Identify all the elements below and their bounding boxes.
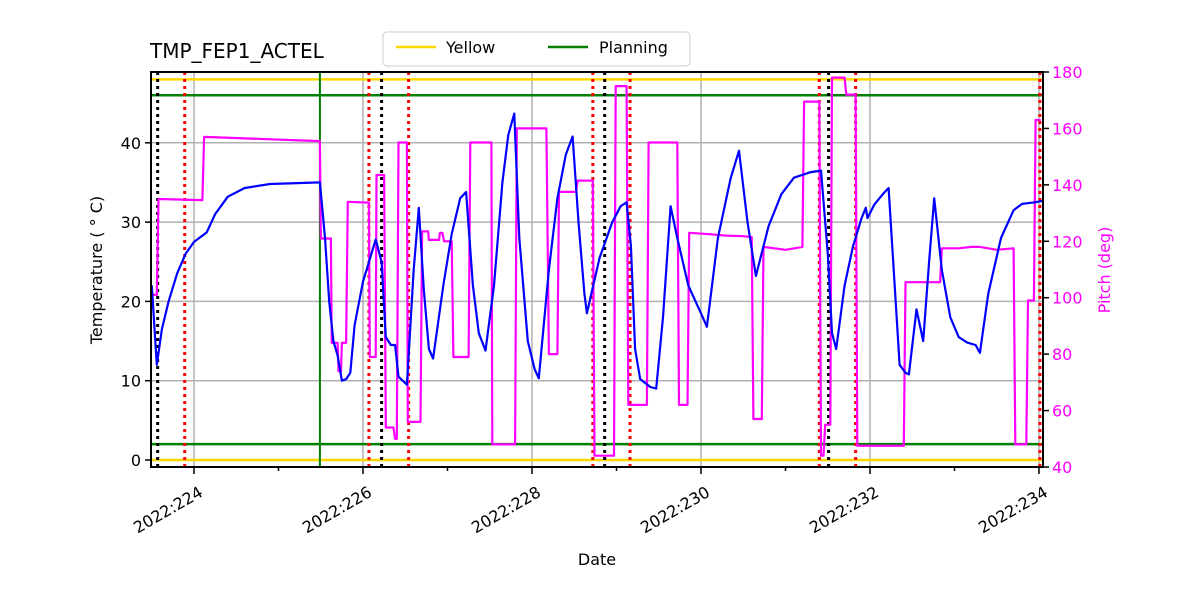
x-tick-label: 2022:224 [130, 482, 206, 537]
y2-tick-label: 80 [1052, 345, 1072, 364]
y2-axis-label: Pitch (deg) [1095, 227, 1114, 314]
y2-tick-label: 60 [1052, 402, 1072, 421]
plot-frame [150, 71, 1044, 468]
legend: Yellow Planning [382, 31, 691, 67]
y2-tick-label: 40 [1052, 458, 1072, 477]
x-axis-label: Date [578, 550, 616, 569]
legend-label-yellow: Yellow [445, 38, 495, 57]
temperature-line [151, 112, 1043, 390]
chart-title: TMP_FEP1_ACTEL [149, 39, 325, 63]
limit-lines [151, 78, 1043, 462]
x-axis: 2022:224 2022:226 2022:228 2022:230 2022:232… [130, 467, 1051, 537]
y-tick-label: 0 [131, 451, 141, 470]
data-series [151, 76, 1043, 457]
legend-box [382, 31, 691, 67]
x-tick-label: 2022:226 [299, 482, 375, 537]
y2-tick-label: 120 [1052, 232, 1083, 251]
x-tick-label: 2022:230 [637, 482, 713, 537]
legend-label-planning: Planning [599, 38, 668, 57]
x-tick-label: 2022:228 [468, 482, 544, 537]
y-tick-label: 40 [121, 134, 141, 153]
y2-tick-label: 160 [1052, 119, 1083, 138]
y-axis-right: 40 60 80 100 120 140 160 180 [1043, 63, 1083, 477]
y-axis-label: Temperature ( ° C) [87, 196, 106, 345]
x-tick-label: 2022:232 [806, 482, 882, 537]
y-axis-left: 0 10 20 30 40 [121, 134, 151, 470]
y2-tick-label: 140 [1052, 176, 1083, 195]
y-tick-label: 20 [121, 292, 141, 311]
y2-tick-label: 100 [1052, 289, 1083, 308]
x-tick-label: 2022:234 [975, 482, 1051, 537]
y2-tick-label: 180 [1052, 63, 1083, 82]
y-tick-label: 10 [121, 372, 141, 391]
y-tick-label: 30 [121, 213, 141, 232]
